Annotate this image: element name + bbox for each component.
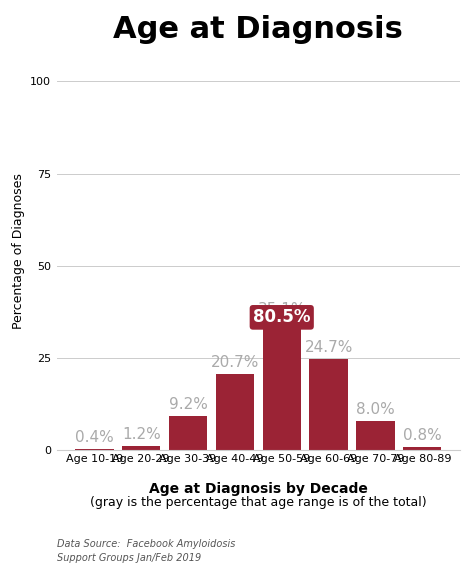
Bar xyxy=(75,448,114,450)
Text: Data Source:  Facebook Amyloidosis: Data Source: Facebook Amyloidosis xyxy=(57,539,235,549)
Bar xyxy=(310,359,348,450)
Bar xyxy=(122,445,160,450)
Text: 24.7%: 24.7% xyxy=(304,340,353,355)
Title: Age at Diagnosis: Age at Diagnosis xyxy=(113,15,403,44)
Bar xyxy=(403,447,441,450)
Text: 8.0%: 8.0% xyxy=(356,402,395,417)
Bar xyxy=(216,374,254,450)
Text: Age at Diagnosis by Decade: Age at Diagnosis by Decade xyxy=(149,482,368,496)
Bar xyxy=(356,421,395,450)
Text: 9.2%: 9.2% xyxy=(169,398,208,413)
Text: 0.8%: 0.8% xyxy=(403,429,442,444)
Text: (gray is the percentage that age range is of the total): (gray is the percentage that age range i… xyxy=(90,496,427,509)
Text: 1.2%: 1.2% xyxy=(122,427,161,442)
Bar xyxy=(263,321,301,450)
Text: 80.5%: 80.5% xyxy=(253,308,310,327)
Text: 20.7%: 20.7% xyxy=(211,355,259,370)
Text: 35.1%: 35.1% xyxy=(257,302,306,317)
Bar xyxy=(169,416,207,450)
Text: 0.4%: 0.4% xyxy=(75,430,114,445)
Text: Support Groups Jan/Feb 2019: Support Groups Jan/Feb 2019 xyxy=(57,553,201,563)
Y-axis label: Percentage of Diagnoses: Percentage of Diagnoses xyxy=(12,173,25,329)
